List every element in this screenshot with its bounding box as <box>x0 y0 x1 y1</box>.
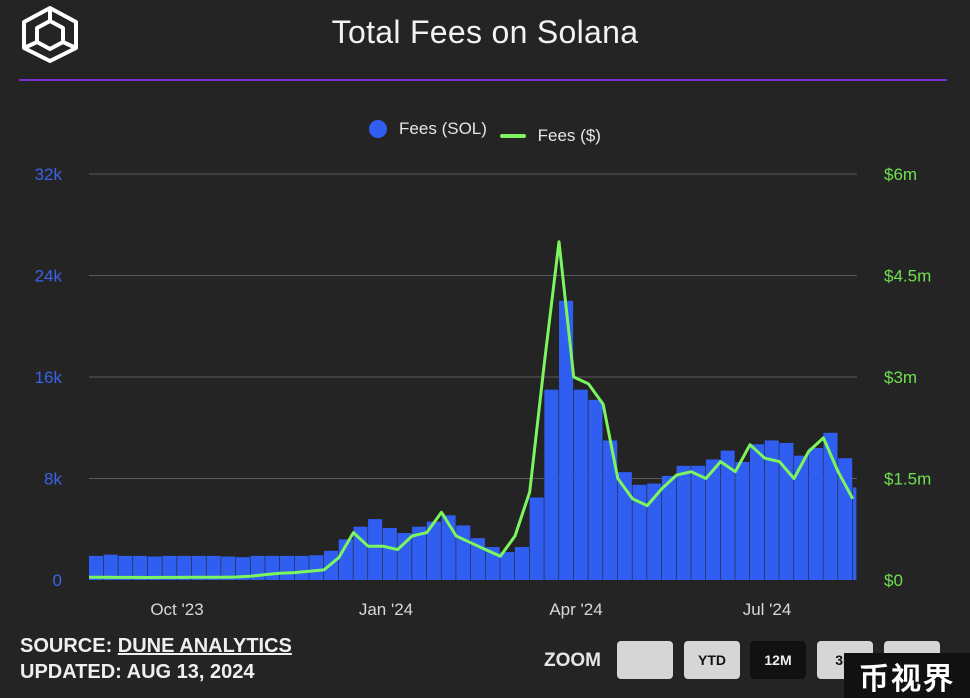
y-right-tick-label: $6m <box>884 165 917 184</box>
y-left-tick-label: 24k <box>35 267 63 286</box>
updated-date: UPDATED: AUG 13, 2024 <box>20 661 255 683</box>
bar-fees-sol <box>103 554 118 580</box>
bar-fees-sol <box>647 483 662 580</box>
bar-fees-sol <box>279 555 295 580</box>
bar-fees-sol <box>794 455 809 580</box>
bar-fees-sol <box>177 555 192 580</box>
fees-chart: 0 $0 8k $1.5m 16k $3m 24k $4.5m 32k $6m Oct '23 Jan… <box>35 165 932 619</box>
bar-fees-sol <box>617 472 632 580</box>
bar-fees-sol <box>353 526 368 580</box>
bar-fees-sol <box>632 484 647 580</box>
chart-title: Total Fees on Solana <box>331 14 639 50</box>
line-fees-usd <box>89 240 855 579</box>
bar-fees-sol <box>294 555 309 580</box>
bar-fees-sol <box>118 555 133 580</box>
bar-fees-sol <box>368 519 383 580</box>
legend-label-fees-sol: Fees (SOL) <box>399 119 487 138</box>
y-left-tick-label: 32k <box>35 165 63 184</box>
bar-fees-sol <box>603 440 618 580</box>
zoom-button-blank[interactable] <box>617 641 673 679</box>
cube-logo-icon <box>22 6 78 63</box>
legend-line-icon <box>499 134 526 138</box>
x-tick-label: Jul '24 <box>743 600 792 619</box>
zoom-label: ZOOM <box>544 650 601 671</box>
zoom-button-12m[interactable]: 12M <box>750 641 806 679</box>
bar-fees-sol <box>191 555 206 580</box>
bar-fees-sol <box>749 444 765 580</box>
bar-fees-sol <box>133 555 148 580</box>
bar-fees-sol <box>720 450 735 580</box>
y-right-tick-label: $1.5m <box>884 470 931 489</box>
bar-fees-sol <box>500 552 515 580</box>
chart-legend: Fees (SOL) Fees ($) <box>0 119 970 146</box>
legend-item-fees-usd[interactable]: Fees ($) <box>499 126 601 146</box>
bar-fees-sol <box>147 556 162 580</box>
bar-fees-sol <box>529 497 544 580</box>
bar-fees-sol <box>162 555 177 580</box>
bar-fees-sol <box>89 555 104 580</box>
bar-fees-sol <box>206 555 221 580</box>
bar-fees-sol <box>235 557 250 580</box>
x-tick-label: Jan '24 <box>359 600 413 619</box>
bar-fees-sol <box>676 465 691 580</box>
bar-fees-sol <box>265 555 280 580</box>
bar-fees-sol <box>544 389 559 580</box>
bar-fees-sol <box>779 442 794 580</box>
source-link[interactable]: DUNE ANALYTICS <box>117 635 292 657</box>
y-left-tick-label: 0 <box>53 571 62 590</box>
bar-fees-sol <box>705 459 721 580</box>
footer-source: SOURCE: DUNE ANALYTICS UPDATED: AUG 13, … <box>20 633 292 685</box>
legend-item-fees-sol[interactable]: Fees (SOL) <box>369 119 487 139</box>
bar-fees-sol <box>691 465 706 580</box>
y-right-tick-label: $4.5m <box>884 267 931 286</box>
legend-dot-icon <box>369 120 388 138</box>
bar-fees-sol <box>808 448 823 580</box>
bar-fees-sol <box>764 440 779 580</box>
bar-fees-sol <box>661 475 676 580</box>
header: Total Fees on Solana <box>0 0 970 82</box>
bar-fees-sol <box>823 432 838 580</box>
x-tick-label: Apr '24 <box>549 600 602 619</box>
bar-fees-sol <box>426 521 441 580</box>
y-left-tick-label: 16k <box>35 368 63 387</box>
x-tick-label: Oct '23 <box>150 600 203 619</box>
bar-fees-sol <box>735 462 750 580</box>
bar-fees-sol <box>382 527 397 580</box>
bar-fees-sol <box>573 389 588 580</box>
bar-fees-sol <box>588 399 603 580</box>
bar-fees-sol <box>412 526 427 580</box>
legend-label-fees-usd: Fees ($) <box>537 126 601 145</box>
bar-fees-sol <box>456 525 471 580</box>
bar-fees-sol <box>559 300 574 580</box>
header-divider <box>19 79 947 81</box>
bar-fees-sol <box>852 487 857 580</box>
y-right-tick-label: $0 <box>884 571 903 590</box>
bar-fees-sol <box>309 555 324 580</box>
bar-fees-sol <box>514 547 530 580</box>
y-left-tick-label: 8k <box>44 470 62 489</box>
zoom-button-ytd[interactable]: YTD <box>684 641 740 679</box>
bar-fees-sol <box>221 556 236 580</box>
source-prefix: SOURCE: <box>20 635 113 657</box>
watermark: 币视界 <box>844 653 970 698</box>
y-right-tick-label: $3m <box>884 368 917 387</box>
